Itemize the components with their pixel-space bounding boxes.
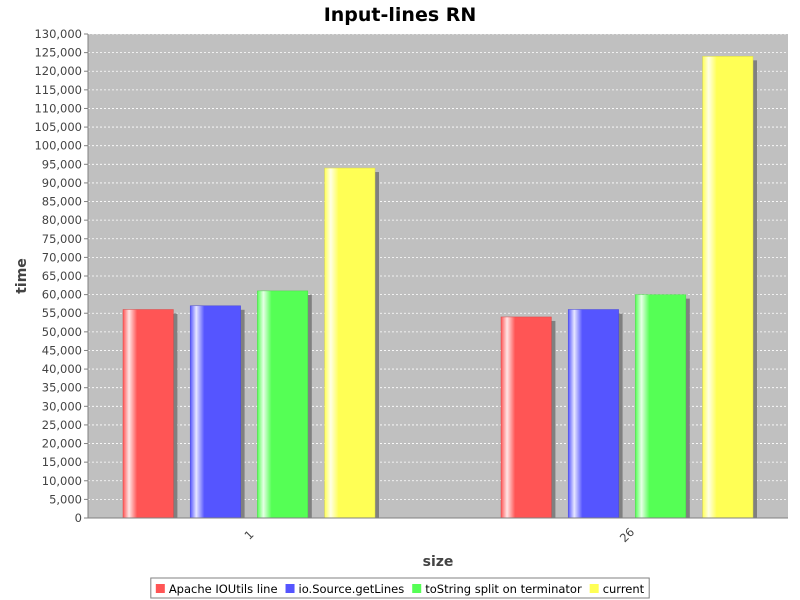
- y-tick-label: 75,000: [42, 232, 82, 246]
- y-tick-label: 115,000: [34, 83, 82, 97]
- y-tick-label: 110,000: [34, 101, 82, 115]
- y-tick-label: 60,000: [42, 288, 82, 302]
- y-tick-label: 5,000: [49, 492, 82, 506]
- legend-item: io.Source.getLines: [285, 582, 405, 596]
- y-tick-label: 120,000: [34, 64, 82, 78]
- y-tick-label: 45,000: [42, 343, 82, 357]
- y-axis-label: time: [14, 258, 30, 294]
- legend-label: io.Source.getLines: [299, 582, 405, 596]
- legend-item: current: [589, 582, 645, 596]
- legend-swatch: [285, 584, 295, 593]
- chart-title: Input-lines RN: [324, 4, 477, 26]
- legend: Apache IOUtils line io.Source.getLines toS…: [150, 577, 650, 599]
- bar-0-0: [122, 309, 174, 519]
- legend-item: toString split on terminator: [412, 582, 582, 596]
- y-tick-label: 20,000: [42, 437, 82, 451]
- y-tick-label: 40,000: [42, 362, 82, 376]
- bar-0-3: [324, 167, 376, 519]
- bar-1-0: [500, 316, 552, 519]
- bars: [122, 56, 757, 519]
- y-tick-label: 65,000: [42, 269, 82, 283]
- bar-1-1: [567, 309, 619, 519]
- legend-label: Apache IOUtils line: [169, 582, 278, 596]
- legend-swatch: [155, 584, 165, 593]
- legend-swatch: [589, 584, 599, 593]
- x-tick-label: 26: [617, 525, 637, 545]
- y-tick-label: 30,000: [42, 399, 82, 413]
- y-tick-label: 25,000: [42, 418, 82, 432]
- y-tick-label: 80,000: [42, 213, 82, 227]
- y-tick-label: 130,000: [34, 27, 82, 41]
- y-tick-label: 100,000: [34, 139, 82, 153]
- legend-label: current: [603, 582, 645, 596]
- x-axis-ticks: 1 26: [241, 525, 637, 545]
- x-tick-label: 1: [241, 527, 256, 542]
- y-tick-label: 55,000: [42, 306, 82, 320]
- x-axis-label: size: [423, 554, 454, 570]
- y-tick-label: 95,000: [42, 157, 82, 171]
- y-tick-label: 70,000: [42, 250, 82, 264]
- y-tick-label: 105,000: [34, 120, 82, 134]
- y-tick-label: 35,000: [42, 381, 82, 395]
- y-tick-label: 90,000: [42, 176, 82, 190]
- bar-1-2: [635, 294, 687, 519]
- y-tick-label: 50,000: [42, 325, 82, 339]
- legend-label: toString split on terminator: [425, 582, 582, 596]
- legend-item: Apache IOUtils line: [155, 582, 278, 596]
- y-tick-label: 15,000: [42, 455, 82, 469]
- bar-0-2: [257, 290, 309, 519]
- y-tick-label: 125,000: [34, 46, 82, 60]
- bar-1-3: [702, 56, 754, 519]
- legend-box: [150, 577, 650, 599]
- legend-swatch: [412, 584, 422, 593]
- y-axis-ticks: 0 5,000 10,000 15,000 20,000 25,000 30,000 35,0…: [34, 27, 88, 525]
- y-tick-label: 0: [75, 511, 82, 525]
- y-tick-label: 10,000: [42, 474, 82, 488]
- bar-0-1: [189, 305, 241, 519]
- y-tick-label: 85,000: [42, 195, 82, 209]
